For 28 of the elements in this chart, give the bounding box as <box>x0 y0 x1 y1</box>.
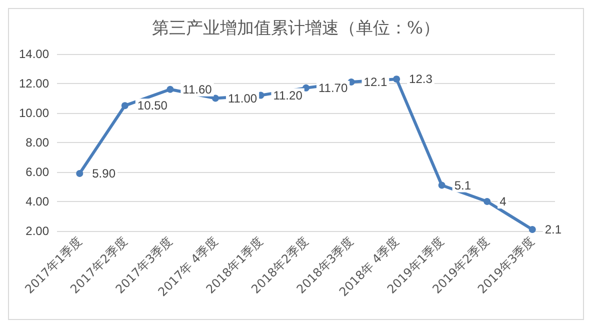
data-label: 10.50 <box>137 98 168 113</box>
y-tick-label: 6.00 <box>26 165 50 179</box>
point <box>212 94 219 102</box>
point <box>302 84 310 92</box>
data-label: 4 <box>500 194 507 208</box>
point <box>528 226 536 234</box>
point <box>393 76 400 83</box>
data-label: 11.20 <box>273 88 303 102</box>
data-label: 2.1 <box>544 222 562 237</box>
point <box>438 182 446 189</box>
point <box>121 102 128 110</box>
point <box>76 170 84 177</box>
point <box>166 86 174 93</box>
data-label: 12.3 <box>409 72 433 86</box>
data-label: 12.1 <box>364 75 388 90</box>
y-tick-label: 2.00 <box>26 224 50 238</box>
y-tick-label: 10.00 <box>18 106 50 120</box>
chart-title: 第三产业增加值累计增速（单位：%） <box>152 18 440 38</box>
data-label: 11.70 <box>318 80 348 95</box>
y-tick-label: 14.00 <box>18 47 50 61</box>
y-tick-label: 12.00 <box>18 76 50 90</box>
data-label: 11.00 <box>228 91 258 106</box>
point <box>484 198 491 205</box>
y-tick-label: 8.00 <box>26 136 50 150</box>
data-label: 5.1 <box>454 178 472 192</box>
data-label: 11.60 <box>182 82 212 96</box>
data-label: 5.90 <box>92 166 116 180</box>
y-tick-label: 4.00 <box>26 194 50 208</box>
